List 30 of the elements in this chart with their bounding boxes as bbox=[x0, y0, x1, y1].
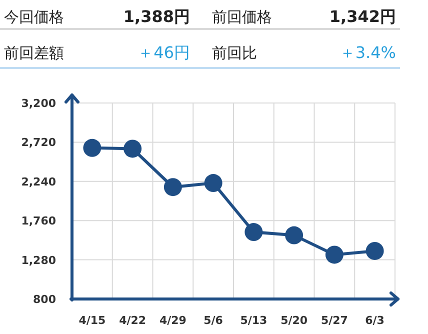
text: 1,342円 bbox=[329, 7, 396, 26]
y-tick-label: 1,760 bbox=[21, 214, 56, 228]
point bbox=[285, 226, 304, 244]
text: 1,388円 bbox=[123, 7, 190, 26]
text: 前回比 bbox=[212, 44, 257, 62]
x-tick-label: 5/27 bbox=[320, 314, 348, 327]
text: 前回差額 bbox=[4, 44, 64, 62]
point bbox=[164, 178, 182, 196]
text: 今回価格 bbox=[4, 8, 64, 26]
x-tick-label: 5/20 bbox=[280, 314, 308, 327]
point bbox=[244, 223, 263, 242]
point bbox=[124, 140, 142, 158]
y-tick-label: 2,240 bbox=[21, 175, 56, 188]
x-tick-label: 4/29 bbox=[159, 314, 186, 327]
text: ＋46円 bbox=[138, 43, 190, 62]
point bbox=[366, 242, 384, 260]
y-tick-label: 1,280 bbox=[21, 254, 56, 267]
point bbox=[204, 174, 222, 192]
text: 前回価格 bbox=[212, 8, 272, 26]
text: ＋3.4% bbox=[339, 43, 396, 62]
x-tick-label: 6/3 bbox=[365, 314, 384, 327]
x-tick-label: 4/22 bbox=[119, 314, 146, 327]
x-tick-label: 4/15 bbox=[78, 314, 106, 327]
x-tick-label: 5/13 bbox=[240, 314, 268, 327]
x-tick-label: 5/6 bbox=[204, 314, 224, 327]
y-tick-label: 2,720 bbox=[21, 136, 56, 150]
point bbox=[83, 138, 102, 157]
y-tick-label: 3,200 bbox=[21, 97, 56, 110]
y-tick-label: 800 bbox=[33, 293, 56, 306]
point bbox=[325, 246, 344, 264]
